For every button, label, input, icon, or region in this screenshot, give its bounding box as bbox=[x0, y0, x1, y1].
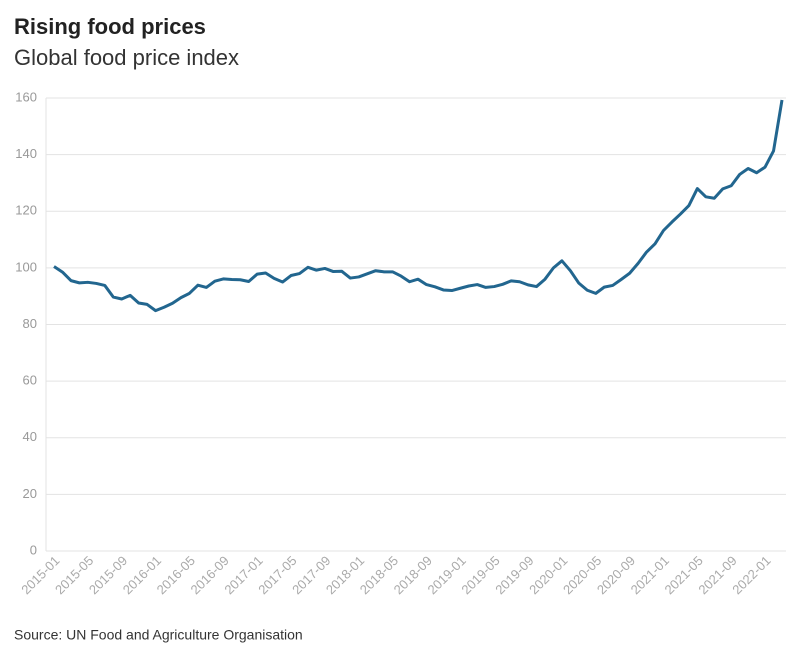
y-tick-label: 60 bbox=[23, 373, 37, 388]
y-tick-label: 20 bbox=[23, 486, 37, 501]
source: Source: UN Food and Agriculture Organisa… bbox=[14, 627, 303, 643]
chart-title: Rising food prices bbox=[14, 14, 206, 39]
y-tick-label: 120 bbox=[15, 203, 37, 218]
chart-subtitle: Global food price index bbox=[14, 45, 239, 70]
y-tick-label: 160 bbox=[15, 89, 37, 104]
y-tick-label: 0 bbox=[30, 542, 37, 557]
x-tick-label: 2022-01 bbox=[729, 553, 773, 597]
y-tick-label: 40 bbox=[23, 429, 37, 444]
series-line bbox=[53, 99, 784, 313]
y-tick-label: 140 bbox=[15, 146, 37, 161]
y-tick-label: 100 bbox=[15, 259, 37, 274]
y-tick-label: 80 bbox=[23, 316, 37, 331]
